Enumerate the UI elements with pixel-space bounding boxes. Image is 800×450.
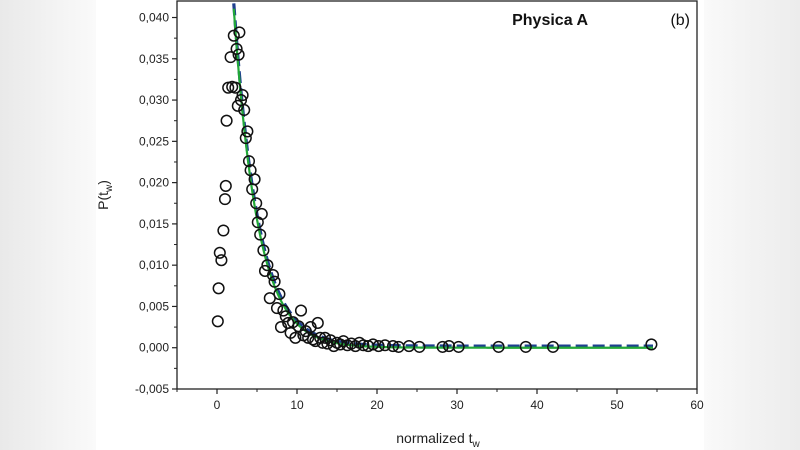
plot-border bbox=[176, 0, 698, 390]
y-tick-label: 0,040 bbox=[139, 11, 169, 25]
data-point bbox=[436, 340, 449, 353]
x-tick-label: 20 bbox=[370, 398, 384, 412]
tick-labels: 0 10 20 30 40 50 60 -0,005 0,000 0,005 0,010 0,015 0… bbox=[135, 11, 704, 412]
data-point bbox=[372, 340, 385, 353]
data-point bbox=[337, 335, 350, 348]
fit-lines bbox=[232, 3, 653, 349]
data-point bbox=[231, 99, 244, 112]
y-tick-label: 0,010 bbox=[139, 258, 169, 272]
y-axis-title: P(tw) bbox=[95, 180, 115, 210]
data-point bbox=[273, 288, 286, 301]
data-point bbox=[311, 316, 324, 330]
panel-label: (b) bbox=[670, 12, 690, 29]
data-point bbox=[386, 340, 400, 353]
data-point bbox=[239, 131, 252, 145]
fit-curve-solid bbox=[232, 8, 653, 349]
data-point bbox=[366, 338, 380, 351]
data-point bbox=[250, 197, 263, 210]
data-point bbox=[230, 42, 243, 55]
data-point bbox=[349, 340, 362, 353]
data-point bbox=[266, 269, 280, 282]
fit-curve-dashed bbox=[232, 3, 653, 348]
data-point bbox=[224, 51, 237, 64]
y-axis-title-text: P(t bbox=[95, 192, 111, 210]
data-point bbox=[233, 26, 246, 39]
data-point bbox=[257, 244, 270, 257]
data-point bbox=[232, 48, 245, 61]
data-point bbox=[357, 339, 370, 352]
data-point bbox=[268, 275, 281, 288]
data-point bbox=[279, 310, 292, 323]
data-point bbox=[289, 331, 302, 344]
data-point bbox=[218, 193, 232, 206]
data-points bbox=[211, 26, 658, 353]
y-tick-label: 0,020 bbox=[139, 176, 169, 190]
data-point bbox=[254, 228, 267, 241]
x-tick-label: 40 bbox=[530, 398, 544, 412]
data-point bbox=[238, 103, 251, 117]
x-tick-label: 30 bbox=[450, 398, 464, 412]
data-point bbox=[294, 304, 308, 317]
x-tick-label: 10 bbox=[290, 398, 304, 412]
x-axis-title: normalized tw bbox=[396, 430, 480, 450]
data-point bbox=[318, 331, 332, 344]
x-tick-label: 0 bbox=[214, 398, 221, 412]
y-tick-label: 0,015 bbox=[139, 217, 169, 231]
x-tick-label: 60 bbox=[690, 398, 704, 412]
data-point bbox=[277, 304, 290, 317]
x-tick-label: 50 bbox=[610, 398, 624, 412]
data-point bbox=[255, 207, 268, 221]
y-tick-label: 0,005 bbox=[139, 299, 169, 313]
data-point bbox=[519, 340, 532, 353]
data-point bbox=[327, 340, 340, 353]
data-point bbox=[215, 254, 228, 267]
data-point bbox=[274, 321, 288, 334]
data-point bbox=[229, 81, 242, 94]
data-point bbox=[546, 340, 560, 353]
y-axis-title-close: ) bbox=[95, 180, 111, 185]
x-axis-title-subscript: w bbox=[472, 439, 481, 450]
data-point bbox=[236, 89, 249, 102]
y-tick-label: 0,035 bbox=[139, 52, 169, 66]
data-point bbox=[213, 246, 226, 259]
data-point bbox=[378, 339, 392, 352]
panel-title: Physica A bbox=[512, 12, 588, 29]
y-tick-label: 0,030 bbox=[139, 93, 169, 107]
data-point bbox=[217, 224, 230, 237]
figure-panel bbox=[96, 0, 704, 450]
data-point bbox=[413, 340, 426, 353]
y-tick-label: 0,025 bbox=[139, 134, 169, 148]
data-point bbox=[321, 337, 334, 350]
data-point bbox=[241, 125, 254, 138]
plot-frame bbox=[176, 0, 698, 390]
y-tick-label: -0,005 bbox=[135, 382, 169, 396]
data-point bbox=[261, 259, 274, 272]
data-point bbox=[248, 173, 261, 186]
y-axis-title-subscript: w bbox=[104, 184, 115, 193]
data-point bbox=[270, 302, 284, 315]
data-point bbox=[492, 340, 505, 353]
data-point bbox=[242, 155, 256, 168]
data-point bbox=[645, 338, 658, 351]
data-point bbox=[442, 340, 456, 353]
x-axis-title-text: normalized t bbox=[396, 430, 472, 446]
data-point bbox=[212, 282, 225, 295]
y-tick-label: 0,000 bbox=[139, 341, 169, 355]
data-point bbox=[219, 179, 232, 192]
data-point bbox=[220, 114, 233, 127]
data-point bbox=[452, 340, 465, 353]
data-point bbox=[304, 321, 317, 334]
data-point bbox=[211, 315, 224, 328]
